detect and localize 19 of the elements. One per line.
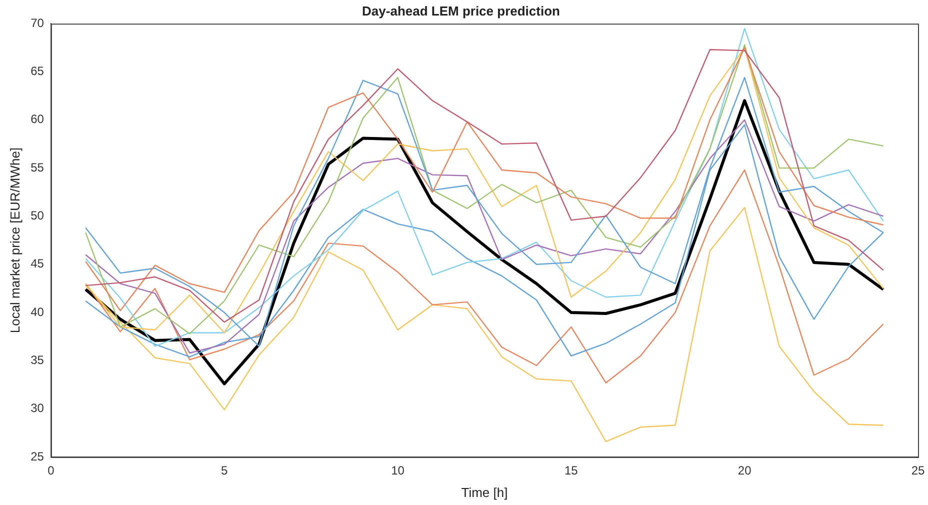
y-tick-label: 35: [30, 353, 44, 367]
y-tick-label: 30: [30, 401, 44, 416]
y-tick-label: 55: [30, 160, 44, 174]
y-tick-label: 60: [30, 112, 44, 126]
x-tick-label: 10: [391, 464, 405, 478]
x-tick-label: 5: [221, 464, 228, 478]
y-tick-label: 70: [30, 16, 44, 30]
x-axis-title: Time [h]: [461, 484, 508, 500]
y-axis-title: Local market price [EUR/MWhe]: [7, 147, 22, 334]
x-tick-label: 25: [911, 464, 925, 478]
y-tick-label: 40: [30, 304, 44, 319]
x-tick-label: 15: [564, 464, 578, 478]
y-tick-label: 65: [30, 64, 44, 78]
y-tick-label: 45: [30, 256, 44, 271]
x-tick-label: 20: [738, 464, 752, 478]
y-tick-label: 25: [30, 449, 44, 464]
y-tick-label: 50: [30, 208, 44, 223]
chart-title: Day-ahead LEM price prediction: [362, 3, 560, 18]
x-tick-label: 0: [48, 464, 55, 478]
